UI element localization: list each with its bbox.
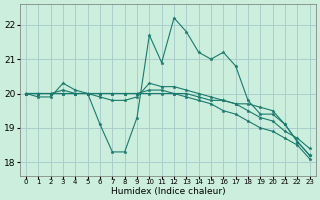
X-axis label: Humidex (Indice chaleur): Humidex (Indice chaleur) (110, 187, 225, 196)
